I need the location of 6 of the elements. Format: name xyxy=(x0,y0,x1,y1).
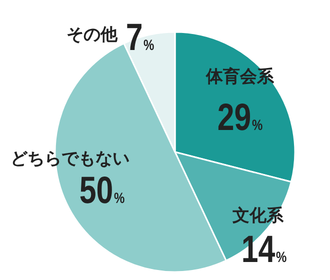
data-label: 29% xyxy=(217,96,263,139)
data-label: 50% xyxy=(79,170,125,212)
slice-label: どちらでもない xyxy=(10,149,130,169)
slice-label: その他 xyxy=(66,25,118,45)
data-label: 14% xyxy=(241,228,287,271)
data-label: 7% xyxy=(126,16,154,59)
